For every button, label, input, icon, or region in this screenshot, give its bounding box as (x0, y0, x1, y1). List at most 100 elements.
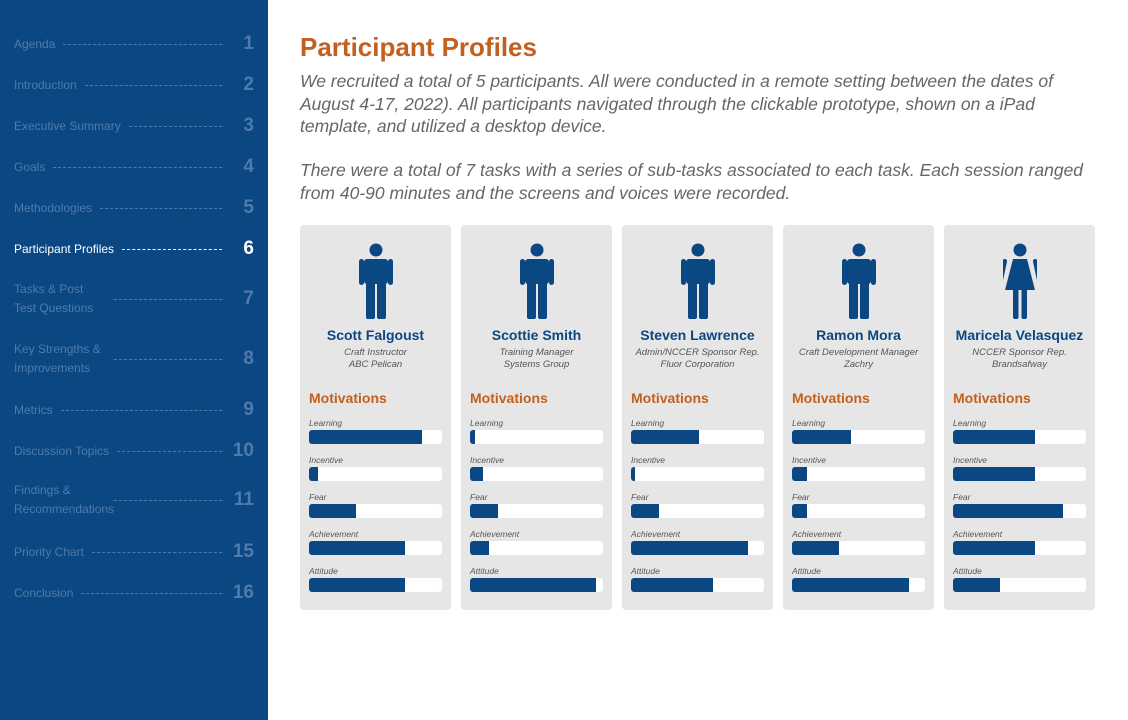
motivation-label: Attitude (631, 566, 660, 576)
sidebar-item-label: Goals (14, 159, 46, 174)
motivations-heading: Motivations (792, 390, 870, 406)
motivation-label: Fear (309, 492, 327, 502)
motivation-bar-track (792, 430, 925, 444)
leader-dots (114, 298, 222, 300)
motivation-bar-track (309, 578, 442, 592)
sidebar-nav: Agenda 1 Introduction 2 Executive Summary 3 Go… (0, 0, 268, 720)
motivation-bar-track (309, 541, 442, 555)
motivation-bar-fill (953, 430, 1036, 444)
motivation-label: Fear (792, 492, 810, 502)
motivation-bar-fill (792, 578, 910, 592)
participant-role: Craft Instructor (344, 347, 407, 358)
motivation-bar-track (470, 430, 603, 444)
motivation-label: Incentive (309, 455, 344, 465)
motivation-bar-track (470, 541, 603, 555)
sidebar-item-label: Conclusion (14, 585, 74, 600)
sidebar-item-priority-chart[interactable]: Priority Chart 15 (14, 541, 254, 563)
sidebar-item-number: 6 (243, 238, 254, 259)
sidebar-item-number: 10 (232, 440, 254, 461)
sidebar-item-methodologies[interactable]: Methodologies 5 (14, 197, 254, 219)
leader-dots (84, 84, 222, 86)
motivation-label: Incentive (792, 455, 827, 465)
sidebar-item-introduction[interactable]: Introduction 2 (14, 74, 254, 96)
motivation-bar-fill (631, 541, 749, 555)
sidebar-item-label: Findings & Recommendations (14, 483, 115, 516)
motivation-label: Incentive (631, 455, 666, 465)
motivation-label: Learning (631, 418, 665, 428)
sidebar-item-goals[interactable]: Goals 4 (14, 156, 254, 178)
page-title: Participant Profiles (300, 32, 537, 62)
sidebar-item-discussion-topics[interactable]: Discussion Topics 10 (14, 440, 254, 462)
leader-dots (117, 450, 222, 452)
sidebar-item-number: 9 (243, 399, 254, 420)
participant-card: Ramon Mora Craft Development Manager Zachr… (783, 225, 934, 610)
participant-name: Scott Falgoust (326, 327, 425, 343)
sidebar-item-number: 2 (243, 74, 254, 95)
participant-name: Scottie Smith (491, 327, 582, 343)
participant-card: Maricela Velasquez NCCER Sponsor Rep. Bran… (944, 225, 1095, 610)
intro-paragraph-2: There were a total of 7 tasks with a ser… (300, 160, 1084, 203)
participant-organization: Brandsafway (992, 359, 1047, 370)
participant-role: Training Manager (499, 347, 574, 358)
motivation-bar-track (631, 504, 764, 518)
motivation-label: Attitude (792, 566, 821, 576)
participant-organization: Zachry (843, 359, 874, 370)
motivation-label: Fear (953, 492, 971, 502)
motivations-heading: Motivations (470, 390, 548, 406)
motivation-bar-track (631, 467, 764, 481)
motivation-bar-track (953, 541, 1086, 555)
motivation-bar-track (792, 467, 925, 481)
participant-name: Ramon Mora (816, 327, 901, 343)
sidebar-item-label: Key Strengths & Improvements (14, 342, 101, 375)
motivation-bar-fill (953, 504, 1064, 518)
motivation-bar-track (309, 430, 442, 444)
sidebar-item-agenda[interactable]: Agenda 1 (14, 33, 254, 55)
sidebar-item-findings-recommendations[interactable]: Findings & Recommendations 11 (14, 481, 254, 519)
male-person-icon (842, 243, 876, 319)
motivation-bar-fill (792, 541, 839, 555)
motivation-bar-fill (470, 467, 484, 481)
sidebar-item-label: Agenda (14, 36, 56, 51)
motivation-label: Achievement (631, 529, 681, 539)
motivation-bar-track (953, 578, 1086, 592)
motivation-bar-fill (470, 430, 476, 444)
sidebar-item-participant-profiles[interactable]: Participant Profiles 6 (14, 238, 254, 260)
motivation-bar-track (470, 504, 603, 518)
motivation-bar-fill (792, 504, 807, 518)
motivation-label: Attitude (470, 566, 499, 576)
motivation-bar-track (953, 467, 1086, 481)
motivation-label: Incentive (953, 455, 988, 465)
motivation-bar-fill (470, 504, 498, 518)
sidebar-item-key-strengths-improvements[interactable]: Key Strengths & Improvements 8 (14, 340, 254, 378)
male-person-icon (681, 243, 715, 319)
sidebar-item-label: Executive Summary (14, 118, 121, 133)
motivation-label: Achievement (470, 529, 520, 539)
motivation-label: Fear (631, 492, 649, 502)
motivation-bar-track (792, 541, 925, 555)
sidebar-item-label: Tasks & Post Test Questions (14, 282, 94, 315)
sidebar-item-label: Discussion Topics (14, 443, 110, 458)
sidebar-item-conclusion[interactable]: Conclusion 16 (14, 582, 254, 604)
sidebar-item-number: 5 (243, 197, 254, 218)
sidebar-item-label: Priority Chart (14, 544, 85, 559)
leader-dots (81, 592, 222, 594)
motivation-label: Learning (470, 418, 504, 428)
participant-organization: ABC Pelican (348, 359, 403, 370)
sidebar-item-metrics[interactable]: Metrics 9 (14, 399, 254, 421)
motivation-bar-fill (309, 578, 405, 592)
motivation-bar-track (631, 541, 764, 555)
leader-dots (100, 207, 222, 209)
motivation-bar-fill (792, 467, 807, 481)
motivations-heading: Motivations (631, 390, 709, 406)
sidebar-item-number: 15 (232, 541, 254, 562)
participant-organization: Fluor Corporation (660, 359, 735, 370)
main-content: Participant Profiles We recruited a tota… (300, 0, 1100, 720)
sidebar-item-tasks-post-test-questions[interactable]: Tasks & Post Test Questions 7 (14, 280, 254, 318)
sidebar-item-executive-summary[interactable]: Executive Summary 3 (14, 115, 254, 137)
motivation-label: Learning (792, 418, 826, 428)
leader-dots (63, 43, 222, 45)
leader-dots (92, 551, 222, 553)
motivation-bar-fill (953, 467, 1036, 481)
motivation-bar-fill (309, 541, 405, 555)
leader-dots (122, 248, 222, 250)
